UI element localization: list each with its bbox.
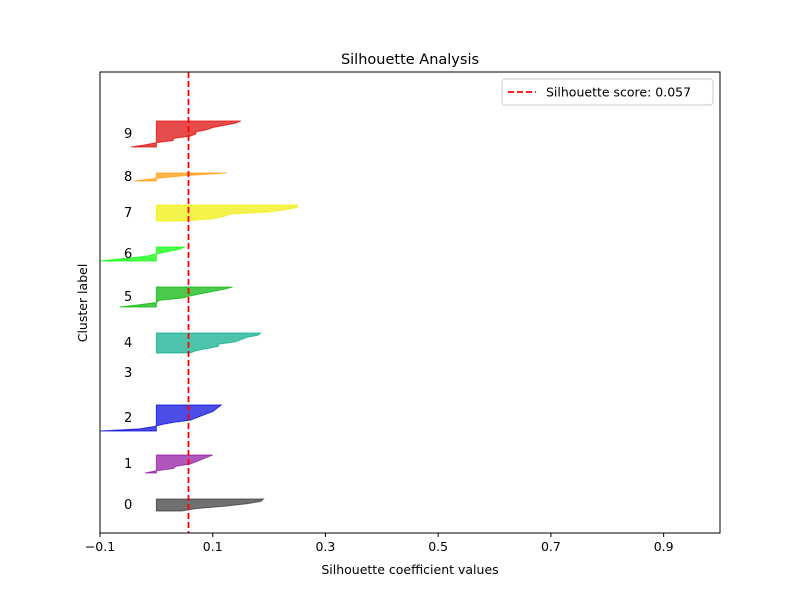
x-tick-label: 0.5 <box>428 539 448 554</box>
cluster-5-silhouette <box>119 286 233 308</box>
legend: Silhouette score: 0.057 <box>501 78 714 106</box>
x-tick-label: 0.3 <box>316 539 336 554</box>
x-tick-label: 0.9 <box>654 539 674 554</box>
chart-title: Silhouette Analysis <box>341 52 479 68</box>
cluster-label-8: 8 <box>124 170 132 185</box>
cluster-label-0: 0 <box>124 498 132 513</box>
cluster-0-silhouette <box>155 498 265 512</box>
cluster-label-9: 9 <box>124 127 132 142</box>
cluster-label-4: 4 <box>124 336 132 351</box>
cluster-label-1: 1 <box>124 457 132 472</box>
plot-area: 0 1 2 3 4 5 6 7 8 9 <box>100 72 298 533</box>
y-axis-label: Cluster label <box>75 264 90 343</box>
x-axis: −0.1 0.1 0.3 0.5 0.7 0.9 <box>85 533 674 554</box>
x-tick-label: 0.7 <box>541 539 561 554</box>
cluster-2-silhouette <box>100 404 223 432</box>
axes-frame <box>99 71 721 534</box>
legend-label: Silhouette score: 0.057 <box>546 85 691 100</box>
cluster-label-3: 3 <box>124 366 132 381</box>
cluster-8-silhouette <box>133 172 227 182</box>
cluster-7-silhouette <box>155 204 298 222</box>
cluster-label-6: 6 <box>124 247 132 262</box>
x-tick-label: 0.1 <box>203 539 223 554</box>
cluster-label-5: 5 <box>124 290 132 305</box>
legend-box <box>501 78 714 106</box>
cluster-6-silhouette <box>100 246 185 262</box>
cluster-4-silhouette <box>155 332 263 354</box>
cluster-label-7: 7 <box>124 206 132 221</box>
cluster-9-silhouette <box>130 120 242 148</box>
cluster-1-silhouette <box>144 454 213 474</box>
cluster-label-2: 2 <box>124 411 132 426</box>
x-tick-label: −0.1 <box>85 539 115 554</box>
x-axis-label: Silhouette coefficient values <box>321 562 498 577</box>
